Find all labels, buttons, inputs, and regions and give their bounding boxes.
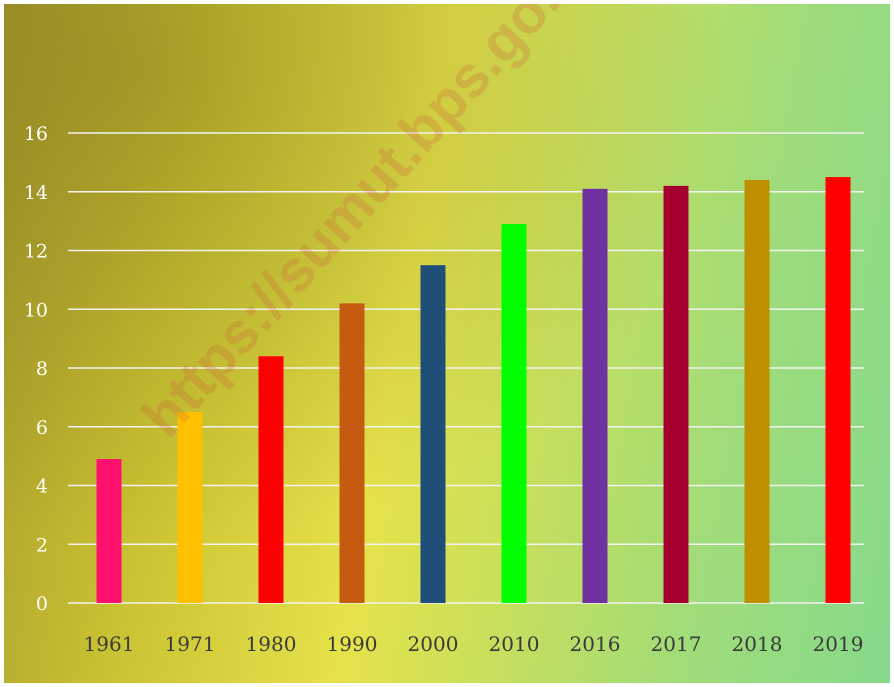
bar-2016 (582, 188, 608, 603)
y-tick-label: 6 (36, 417, 48, 439)
y-tick-label: 4 (36, 476, 48, 498)
bar-2018 (744, 180, 770, 603)
y-tick-label: 0 (36, 593, 48, 615)
x-tick-label: 1961 (84, 632, 135, 656)
bar-1980 (258, 356, 284, 603)
bar-1961 (96, 459, 122, 603)
bar-1971 (177, 412, 203, 603)
chart-frame: 0 2 4 6 8 10 12 14 16 1961 1971 1980 1990 2000 2010 201… (4, 4, 890, 683)
x-tick-label: 2000 (408, 632, 459, 656)
bar-chart: 0 2 4 6 8 10 12 14 16 1961 1971 1980 1990 2000 2010 201… (24, 123, 864, 656)
x-tick-label: 1980 (246, 632, 297, 656)
y-tick-label: 2 (36, 534, 48, 556)
x-tick-label: 2017 (651, 632, 702, 656)
x-tick-label: 2018 (732, 632, 783, 656)
x-tick-label: 2019 (813, 632, 864, 656)
y-tick-label: 16 (24, 123, 48, 145)
y-tick-label: 12 (24, 241, 48, 263)
y-tick-label: 10 (24, 299, 48, 321)
x-tick-label: 2010 (489, 632, 540, 656)
x-tick-label: 1971 (165, 632, 216, 656)
bar-1990 (339, 303, 365, 603)
bar-2019 (825, 177, 851, 603)
y-tick-label: 8 (36, 358, 48, 380)
bar-2010 (501, 224, 527, 603)
bar-2000 (420, 265, 446, 603)
x-tick-label: 1990 (327, 632, 378, 656)
bar-2017 (663, 185, 689, 603)
x-tick-label: 2016 (570, 632, 621, 656)
y-tick-label: 14 (24, 182, 48, 204)
